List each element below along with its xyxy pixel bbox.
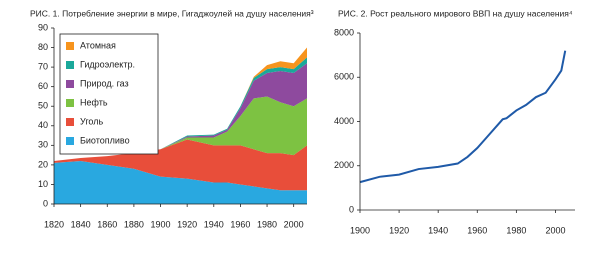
y-tick-label: 30 bbox=[38, 140, 48, 150]
chart-title: РИС. 2. Рост реального мирового ВВП на д… bbox=[338, 8, 573, 18]
x-tick-label: 1880 bbox=[124, 219, 144, 229]
legend-swatch bbox=[66, 99, 74, 107]
area bbox=[54, 57, 307, 161]
y-tick-label: 20 bbox=[38, 159, 48, 169]
y-tick-label: 6000 bbox=[334, 72, 354, 82]
legend-swatch bbox=[66, 80, 74, 88]
area bbox=[54, 63, 307, 161]
x-tick-label: 1840 bbox=[71, 219, 91, 229]
x-tick-label: 1820 bbox=[44, 219, 64, 229]
legend-label: Природ. газ bbox=[80, 78, 129, 88]
y-tick-label: 8000 bbox=[334, 27, 354, 37]
y-tick-label: 4000 bbox=[334, 116, 354, 126]
line bbox=[359, 50, 567, 184]
area bbox=[54, 139, 307, 191]
x-tick-label: 1920 bbox=[177, 219, 197, 229]
legend-swatch bbox=[66, 137, 74, 145]
y-tick-label: 90 bbox=[38, 22, 48, 32]
x-tick-label: 1980 bbox=[257, 219, 277, 229]
area bbox=[54, 160, 307, 204]
x-tick-label: 2000 bbox=[284, 219, 304, 229]
chart-title: РИС. 1. Потребление энергии в мире, Гига… bbox=[30, 8, 314, 18]
x-tick-label: 2000 bbox=[545, 225, 565, 235]
legend-label: Нефть bbox=[80, 97, 108, 107]
x-tick-label: 1920 bbox=[389, 225, 409, 235]
y-tick-label: 0 bbox=[43, 198, 48, 208]
y-tick-label: 70 bbox=[38, 61, 48, 71]
y-tick-label: 50 bbox=[38, 101, 48, 111]
x-tick-label: 1900 bbox=[151, 219, 171, 229]
y-tick-label: 40 bbox=[38, 120, 48, 130]
x-tick-label: 1960 bbox=[230, 219, 250, 229]
x-tick-label: 1860 bbox=[97, 219, 117, 229]
legend-box bbox=[59, 33, 159, 155]
x-tick-label: 1940 bbox=[204, 219, 224, 229]
y-tick-label: 0 bbox=[349, 204, 354, 214]
x-tick-label: 1900 bbox=[350, 225, 370, 235]
legend-label: Гидроэлектр. bbox=[80, 59, 135, 69]
legend-swatch bbox=[66, 42, 74, 50]
y-tick-label: 80 bbox=[38, 42, 48, 52]
legend-swatch bbox=[66, 118, 74, 126]
x-tick-label: 1940 bbox=[428, 225, 448, 235]
legend-label: Уголь bbox=[80, 116, 103, 126]
legend-label: Биотопливо bbox=[80, 135, 130, 145]
y-tick-label: 60 bbox=[38, 81, 48, 91]
y-tick-label: 10 bbox=[38, 179, 48, 189]
legend-label: Атомная bbox=[80, 40, 116, 50]
y-tick-label: 2000 bbox=[334, 160, 354, 170]
area bbox=[54, 96, 307, 161]
x-tick-label: 1980 bbox=[506, 225, 526, 235]
x-tick-label: 1960 bbox=[467, 225, 487, 235]
legend-swatch bbox=[66, 61, 74, 69]
